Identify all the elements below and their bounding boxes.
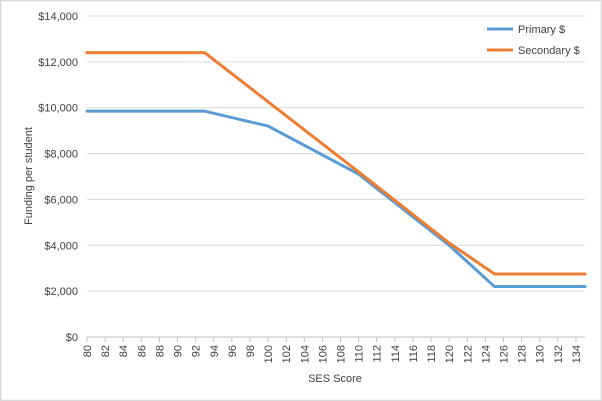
gridlines [87,15,585,338]
series-line [85,109,587,289]
x-tick-label: 88 [154,345,166,357]
x-tick-label: 118 [426,345,438,363]
x-tick-label: 108 [336,345,348,363]
x-tick-label: 96 [227,345,239,357]
legend: Primary $ Secondary $ [487,24,580,57]
y-tick-label: $2,000 [44,286,78,298]
x-tick-label: 94 [209,345,221,357]
x-tick-label: 100 [263,345,275,363]
y-tick-label: $12,000 [38,57,78,69]
x-tick-label: 124 [480,345,492,363]
x-axis-label: SES Score [308,373,362,385]
y-tick-label: $14,000 [38,11,78,23]
x-tick-label: 92 [191,345,203,357]
x-tick-label: 126 [499,345,511,363]
legend-label: Secondary $ [518,45,580,57]
x-tick-label: 130 [535,345,547,363]
y-tick-label: $0 [66,332,78,344]
x-tick-label: 134 [571,345,583,363]
y-tick-label: $6,000 [44,194,78,206]
x-tick-label: 132 [553,345,565,363]
series-line [85,51,587,276]
x-tick-label: 80 [82,345,94,357]
x-tick-label: 102 [281,345,293,363]
series-lines [85,51,587,289]
x-tick-label: 104 [299,345,311,363]
x-tick-label: 116 [408,345,420,363]
y-axis-label: Funding per student [23,127,35,225]
y-axis-ticks: $0 $2,000 $4,000 $6,000 $8,000 $10,000 $12,000… [38,11,78,344]
legend-label: Primary $ [518,24,565,36]
x-tick-label: 106 [317,345,329,363]
x-tick-label: 122 [462,345,474,363]
y-tick-label: $10,000 [38,103,78,115]
x-axis-ticks: 80 82 84 86 88 90 92 94 96 98 100 102 104 106 108 110 11… [82,337,583,363]
y-tick-label: $8,000 [44,149,78,161]
y-tick-label: $4,000 [44,240,78,252]
x-tick-label: 98 [245,345,257,357]
x-tick-label: 120 [444,345,456,363]
x-tick-label: 114 [390,345,402,363]
x-tick-label: 82 [100,345,112,357]
x-tick-label: 86 [136,345,148,357]
x-tick-label: 112 [372,345,384,363]
x-tick-label: 128 [517,345,529,363]
x-tick-label: 90 [173,345,185,357]
x-tick-label: 110 [354,345,366,363]
x-tick-label: 84 [118,345,130,357]
